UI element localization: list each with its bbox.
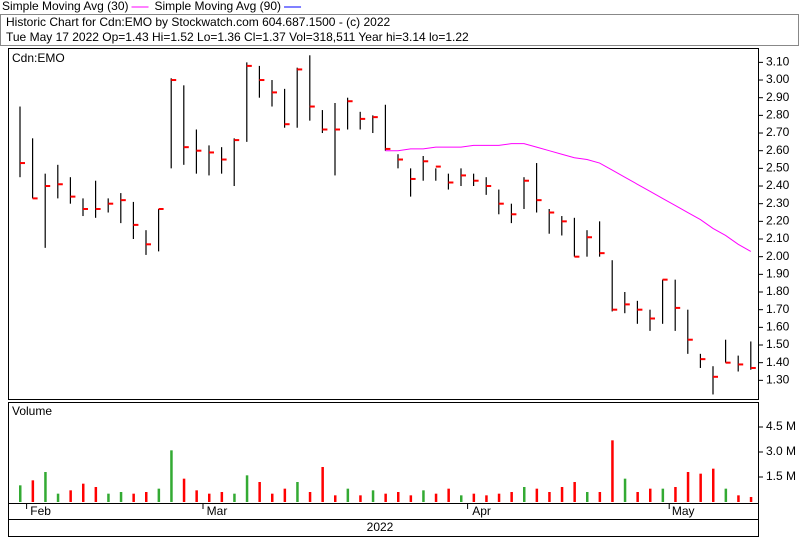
volume-bar (649, 488, 652, 502)
y-tick-label: 2.70 (766, 125, 790, 139)
volume-bar (182, 478, 186, 502)
y-tick-label: 3.0 M (766, 444, 796, 458)
y-tick-label: 1.80 (766, 284, 790, 298)
volume-bar (510, 492, 513, 502)
volume-bar (497, 493, 501, 502)
volume-bar (208, 493, 211, 502)
volume-bar (560, 487, 564, 502)
volume-bar (636, 492, 639, 502)
volume-bar (308, 492, 312, 502)
header-box (0, 14, 799, 46)
y-tick-label: 3.10 (766, 55, 790, 69)
volume-bar (447, 488, 450, 502)
volume-bar (283, 488, 287, 502)
volume-bar (195, 490, 198, 502)
x-tick-label: Apr (472, 504, 491, 518)
volume-bar (44, 472, 47, 502)
volume-bar (712, 468, 715, 502)
volume-bar (384, 493, 387, 502)
volume-bar (674, 487, 677, 502)
volume-bar (434, 493, 438, 502)
x-tick-label: May (672, 504, 695, 518)
volume-bar (334, 495, 337, 502)
volume-bar (749, 497, 753, 502)
symbol-label: Cdn:EMO (12, 51, 65, 65)
x-tick-label: Mar (207, 504, 228, 518)
year-label: 2022 (367, 520, 394, 534)
y-tick-label: 1.60 (766, 320, 790, 334)
y-tick-label: 2.40 (766, 178, 790, 192)
volume-bar (145, 492, 148, 502)
y-tick-label: 2.20 (766, 214, 790, 228)
volume-bar (346, 488, 350, 502)
y-tick-label: 2.80 (766, 108, 790, 122)
volume-bar (548, 492, 551, 502)
volume-bar (737, 495, 740, 502)
volume-bar (258, 482, 261, 502)
volume-bar (296, 482, 299, 502)
header-quote: Tue May 17 2022 Op=1.43 Hi=1.52 Lo=1.36 … (6, 30, 469, 44)
volume-label: Volume (12, 404, 52, 418)
x-axis-box (8, 503, 759, 520)
volume-panel (8, 402, 759, 504)
volume-bar (397, 492, 400, 502)
volume-bar (119, 492, 123, 502)
volume-bar (220, 492, 224, 502)
volume-bar (611, 440, 614, 502)
y-tick-label: 2.10 (766, 231, 790, 245)
volume-bar (409, 495, 413, 502)
volume-bar (422, 490, 425, 502)
volume-bar (686, 472, 690, 502)
y-tick-label: 2.00 (766, 249, 790, 263)
year-box (8, 519, 759, 537)
volume-bar (371, 490, 375, 502)
x-tick-label: Feb (30, 504, 51, 518)
volume-bar (170, 450, 173, 502)
y-tick-label: 1.90 (766, 267, 790, 281)
y-tick-label: 1.30 (766, 373, 790, 387)
y-tick-label: 1.50 (766, 337, 790, 351)
volume-bar (82, 483, 85, 502)
legend-label: Simple Moving Avg (90) (155, 0, 282, 13)
volume-bar (586, 492, 589, 502)
volume-bar (19, 485, 22, 502)
volume-bar (31, 480, 35, 502)
volume-bar (321, 467, 324, 502)
volume-bar (56, 493, 60, 502)
volume-bar (535, 488, 539, 502)
volume-bar (132, 493, 135, 502)
volume-bar (271, 493, 274, 502)
volume-bar (661, 488, 665, 502)
volume-bar (460, 495, 463, 502)
volume-bar (699, 473, 702, 502)
volume-bar (573, 482, 576, 502)
y-tick-label: 1.5 M (766, 469, 796, 483)
legend-label: Simple Moving Avg (30) (2, 0, 129, 13)
volume-bar (69, 490, 72, 502)
volume-bar (94, 487, 98, 502)
y-tick-label: 2.90 (766, 90, 790, 104)
y-tick-label: 2.60 (766, 143, 790, 157)
volume-bar (724, 488, 728, 502)
moving-average-line (385, 143, 752, 252)
volume-bar (359, 495, 362, 502)
price-panel (8, 48, 759, 400)
y-tick-label: 2.30 (766, 196, 790, 210)
y-tick-label: 1.40 (766, 355, 790, 369)
volume-bar (157, 488, 161, 502)
volume-bar (623, 478, 627, 502)
volume-bar (107, 493, 110, 502)
volume-bar (233, 493, 236, 502)
volume-bar (485, 495, 488, 502)
volume-bar (245, 475, 249, 502)
volume-bar (472, 493, 476, 502)
header-title: Historic Chart for Cdn:EMO by Stockwatch… (6, 15, 390, 29)
y-tick-label: 4.5 M (766, 419, 796, 433)
y-tick-label: 3.00 (766, 72, 790, 86)
y-tick-label: 1.70 (766, 302, 790, 316)
y-tick-label: 2.50 (766, 161, 790, 175)
volume-bar (523, 487, 526, 502)
volume-bar (598, 492, 602, 502)
